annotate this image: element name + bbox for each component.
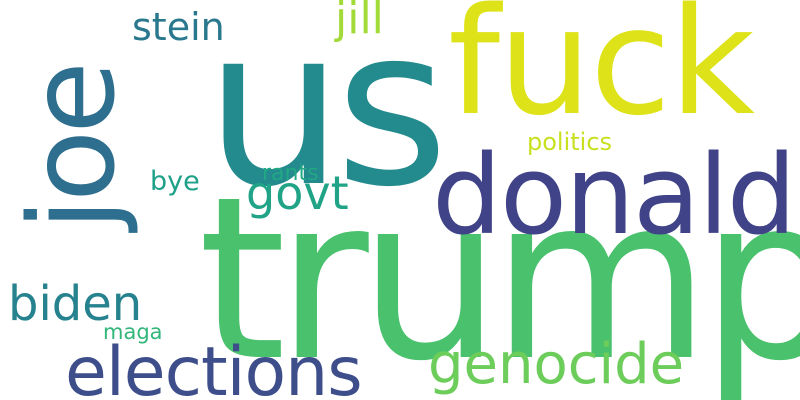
word-biden: biden [8, 276, 143, 332]
word-elections: elections [65, 333, 363, 400]
word-genocide: genocide [428, 332, 685, 397]
word-maga: maga [103, 320, 163, 344]
word-politics: politics [527, 128, 613, 156]
word-trump: trump [198, 149, 800, 400]
word-jill: jill [335, 0, 384, 44]
word-joe: joe [2, 65, 141, 231]
word-rants: rants [262, 161, 319, 186]
word-fuck: fuck [448, 0, 755, 148]
word-donald: donald [432, 131, 797, 259]
word-stein: stein [132, 5, 225, 49]
word-bye: bye [150, 166, 200, 197]
word-govt: govt [246, 166, 349, 220]
word-us: us [205, 0, 449, 235]
